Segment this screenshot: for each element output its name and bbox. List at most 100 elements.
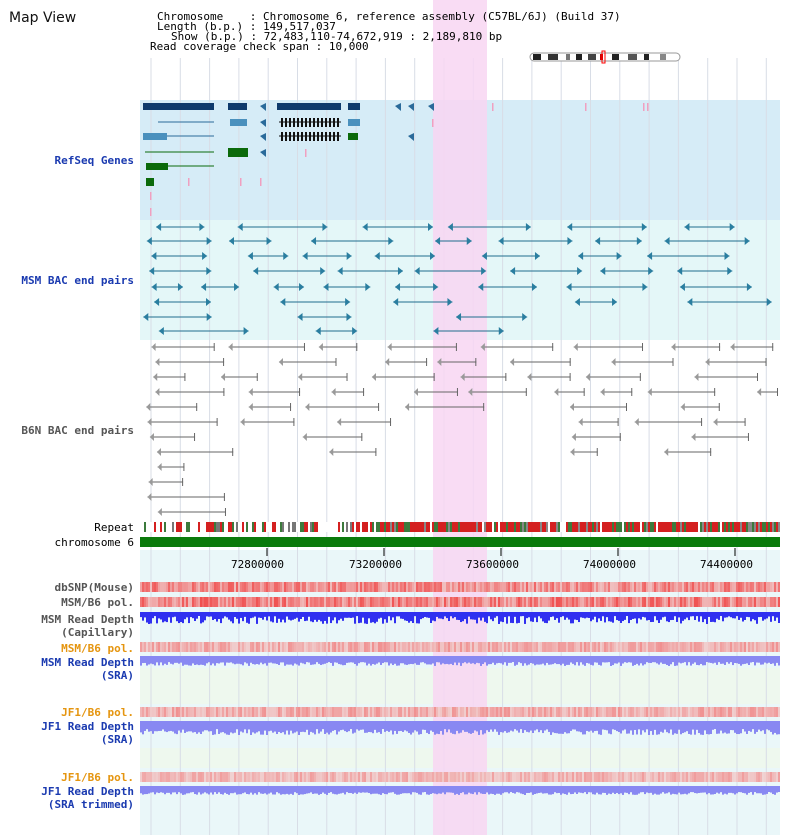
track-label-dbsnp[interactable]: dbSNP(Mouse) <box>54 581 134 594</box>
repeat-block <box>606 522 608 532</box>
bac-end-marker <box>634 418 639 426</box>
polymorphism-cell <box>538 642 540 652</box>
polymorphism-cell <box>380 597 382 607</box>
gene-exon <box>230 119 247 126</box>
polymorphism-cell <box>392 642 394 652</box>
read-depth-bar <box>608 612 610 622</box>
read-depth-bar <box>180 786 182 794</box>
repeat-block <box>484 522 486 532</box>
track-label-b6n-bac[interactable]: B6N BAC end pairs <box>21 424 134 437</box>
polymorphism-cell <box>570 582 572 592</box>
polymorphism-cell <box>582 707 584 717</box>
polymorphism-cell <box>390 707 392 717</box>
read-depth-bar <box>548 656 550 665</box>
read-depth-bar <box>178 721 180 731</box>
track-label-jf1-depth-sra-1[interactable]: JF1 Read Depth <box>41 720 134 733</box>
bac-end-marker <box>151 343 156 351</box>
polymorphism-cell <box>494 642 496 652</box>
polymorphism-cell <box>314 707 316 717</box>
read-depth-bar <box>364 721 366 733</box>
polymorphism-cell <box>190 582 192 592</box>
polymorphism-cell <box>508 642 510 652</box>
read-depth-bar <box>388 656 390 666</box>
bac-end-marker <box>237 223 243 231</box>
read-depth-bar <box>294 656 296 664</box>
polymorphism-cell <box>626 772 628 782</box>
polymorphism-cell <box>528 772 530 782</box>
read-depth-bar <box>346 721 348 733</box>
polymorphism-cell <box>684 707 686 717</box>
read-depth-bar <box>580 786 582 793</box>
polymorphism-cell <box>322 707 324 717</box>
read-depth-bar <box>146 721 148 730</box>
read-depth-bar <box>544 612 546 623</box>
polymorphism-cell <box>548 642 550 652</box>
read-depth-bar <box>668 721 670 734</box>
read-depth-bar <box>458 612 460 621</box>
read-depth-bar <box>404 656 406 665</box>
polymorphism-cell <box>276 772 278 782</box>
read-depth-bar <box>408 656 410 665</box>
polymorphism-cell <box>494 597 496 607</box>
polymorphism-cell <box>766 707 768 717</box>
track-label-jf1-b6-pol-2[interactable]: JF1/B6 pol. <box>61 771 134 784</box>
read-depth-bar <box>624 612 626 620</box>
track-label-jf1-depth-trim-1[interactable]: JF1 Read Depth <box>41 785 134 798</box>
read-depth-bar <box>228 721 230 735</box>
track-label-msm-b6-pol-2[interactable]: MSM/B6 pol. <box>61 642 134 655</box>
polymorphism-cell <box>760 597 762 607</box>
track-label-msm-depth-sra-1[interactable]: MSM Read Depth <box>41 656 134 669</box>
polymorphism-cell <box>656 597 658 607</box>
read-depth-bar <box>500 721 502 733</box>
polymorphism-cell <box>356 582 358 592</box>
polymorphism-cell <box>166 582 168 592</box>
track-label-jf1-b6-pol[interactable]: JF1/B6 pol. <box>61 706 134 719</box>
polymorphism-cell <box>564 707 566 717</box>
read-depth-bar <box>144 721 146 731</box>
polymorphism-cell <box>454 597 456 607</box>
track-label-refseq[interactable]: RefSeq Genes <box>54 154 134 167</box>
polymorphism-cell <box>728 707 730 717</box>
polymorphism-cell <box>650 772 652 782</box>
read-depth-bar <box>764 721 766 734</box>
polymorphism-cell <box>628 642 630 652</box>
read-depth-bar <box>170 721 172 731</box>
track-label-msm-b6-pol[interactable]: MSM/B6 pol. <box>61 596 134 609</box>
track-label-msm-depth-cap-1[interactable]: MSM Read Depth <box>41 613 134 626</box>
track-label-repeat[interactable]: Repeat <box>94 521 134 534</box>
read-depth-bar <box>274 786 276 795</box>
read-depth-bar <box>684 721 686 733</box>
read-depth-bar <box>768 721 770 731</box>
polymorphism-cell <box>710 582 712 592</box>
read-depth-bar <box>186 656 188 665</box>
polymorphism-cell <box>642 642 644 652</box>
polymorphism-cell <box>710 642 712 652</box>
read-depth-bar <box>422 721 424 730</box>
read-depth-bar <box>596 656 598 663</box>
polymorphism-cell <box>720 582 722 592</box>
repeat-block <box>532 522 534 532</box>
read-depth-bar <box>372 721 374 734</box>
polymorphism-cell <box>412 597 414 607</box>
repeat-block <box>502 522 504 532</box>
read-depth-bar <box>460 721 462 733</box>
read-depth-bar <box>224 612 226 617</box>
polymorphism-cell <box>192 772 194 782</box>
polymorphism-cell <box>630 772 632 782</box>
repeat-block <box>676 522 678 532</box>
polymorphism-cell <box>456 772 458 782</box>
read-depth-bar <box>514 721 516 730</box>
polymorphism-cell <box>730 582 732 592</box>
read-depth-bar <box>516 656 518 665</box>
polymorphism-cell <box>208 597 210 607</box>
polymorphism-cell <box>190 642 192 652</box>
read-depth-bar <box>724 612 726 618</box>
polymorphism-cell <box>192 642 194 652</box>
polymorphism-cell <box>288 707 290 717</box>
polymorphism-cell <box>720 772 722 782</box>
polymorphism-cell <box>328 642 330 652</box>
axis-tick-label: 72800000 <box>231 558 284 571</box>
track-label-msm-bac[interactable]: MSM BAC end pairs <box>21 274 134 287</box>
read-depth-bar <box>270 721 272 731</box>
